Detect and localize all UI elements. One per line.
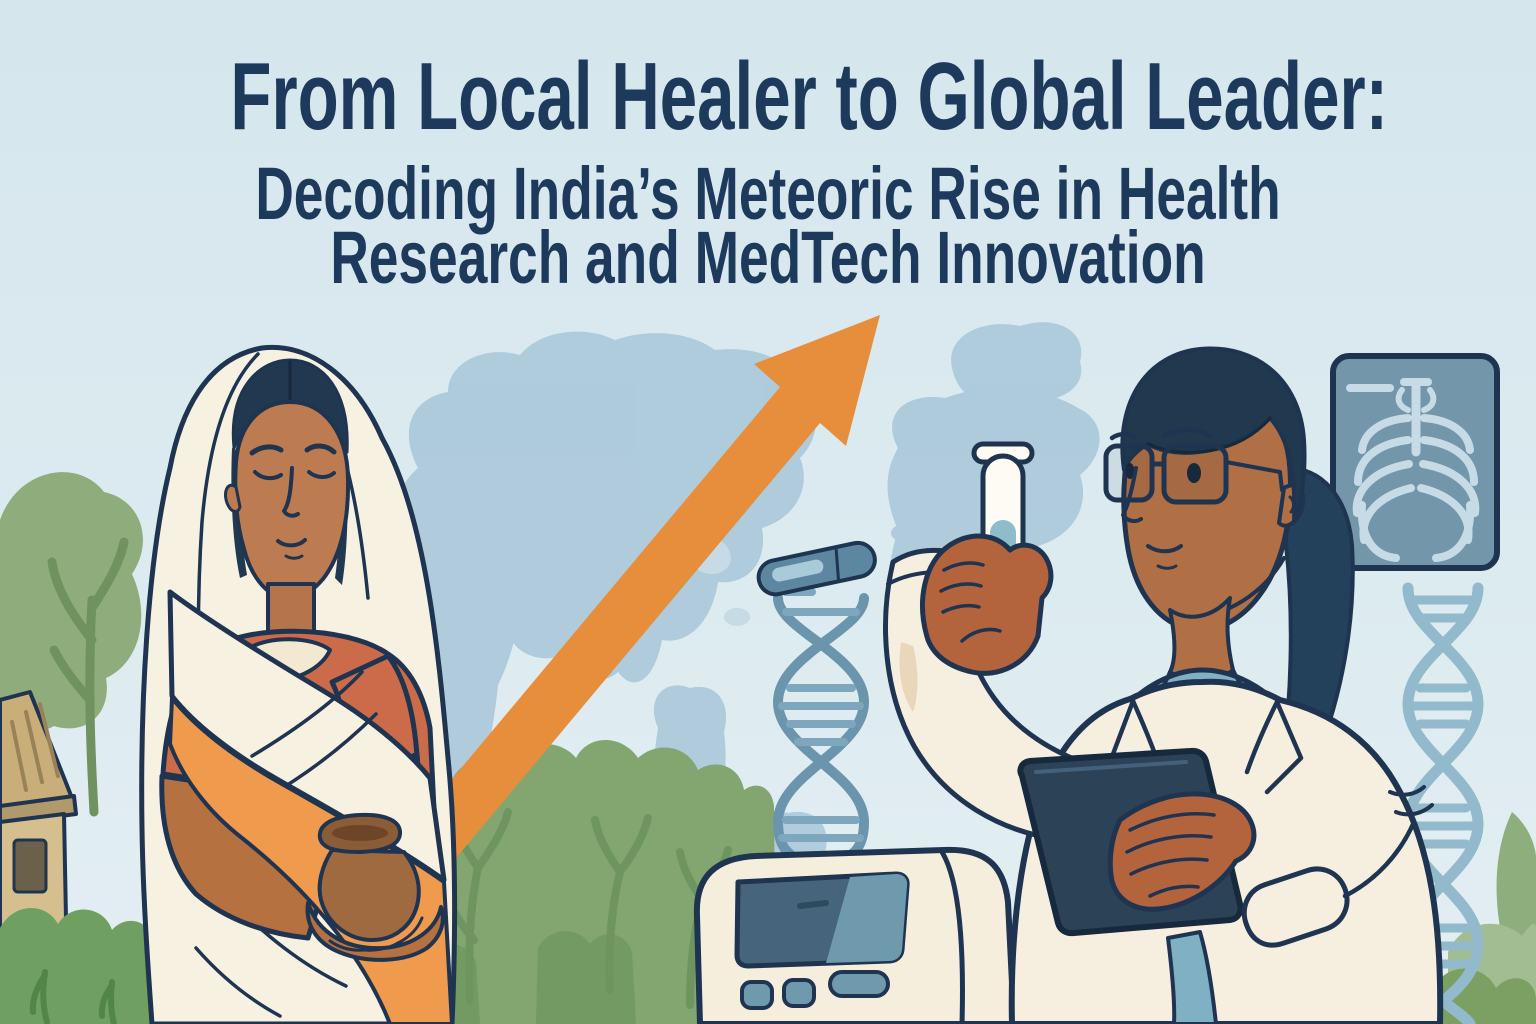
branch bbox=[87, 537, 129, 613]
device-button bbox=[740, 980, 774, 1010]
tree bbox=[0, 472, 143, 817]
closed-eye bbox=[307, 470, 336, 479]
hair-swoop-line bbox=[1146, 416, 1272, 454]
healer-figure bbox=[139, 344, 458, 1024]
xray-ribcage-icon bbox=[1346, 378, 1480, 562]
hut-window bbox=[12, 838, 48, 894]
eyebrow bbox=[1161, 427, 1213, 439]
chin-line bbox=[1156, 564, 1178, 570]
page-title: From Local Healer to Global Leader: Deco… bbox=[0, 43, 1536, 299]
healer-face bbox=[233, 400, 351, 601]
bush-left-corner bbox=[0, 907, 158, 1024]
xray-panel bbox=[1330, 353, 1500, 571]
shirt-strip-bottom bbox=[1166, 930, 1218, 1024]
device-screen-dash bbox=[797, 900, 829, 909]
tree-branches bbox=[47, 537, 129, 817]
device-side-line bbox=[939, 850, 965, 1024]
finger-lines bbox=[328, 916, 424, 952]
coat-cuff bbox=[1241, 866, 1350, 948]
dna-top-segment bbox=[756, 540, 877, 597]
device-screen-glare bbox=[826, 874, 908, 963]
map-island bbox=[891, 524, 919, 542]
eye bbox=[1125, 463, 1135, 479]
dna-segment-highlight bbox=[772, 559, 824, 582]
title-line-2: Decoding India’s Meteoric Rise in Health bbox=[255, 152, 1281, 235]
forearm-fold-line bbox=[1342, 819, 1417, 899]
dna-helix-center-icon bbox=[756, 540, 877, 859]
pot-mouth bbox=[332, 825, 388, 841]
scientist-fist bbox=[920, 533, 1054, 676]
scientist-face-features bbox=[1109, 427, 1213, 570]
finger-lines bbox=[1125, 812, 1216, 898]
title-line-3: Research and MedTech Innovation bbox=[330, 216, 1206, 299]
xray-film bbox=[1330, 353, 1500, 571]
mouth bbox=[1146, 544, 1183, 554]
closed-eye bbox=[253, 470, 283, 481]
grass-blades bbox=[29, 969, 117, 1024]
bush-center-shadow bbox=[536, 930, 636, 1024]
eye bbox=[1187, 463, 1201, 483]
hut-eave bbox=[0, 794, 78, 826]
healer-ear bbox=[224, 483, 242, 513]
device-buttons bbox=[740, 970, 890, 1010]
nose bbox=[282, 466, 300, 518]
eyebrow bbox=[249, 444, 284, 456]
branch bbox=[49, 645, 95, 705]
device-button bbox=[782, 978, 816, 1008]
dna-rungs bbox=[778, 588, 864, 842]
eyebrow bbox=[304, 443, 337, 455]
branch bbox=[85, 595, 99, 817]
device-button-pill bbox=[828, 970, 890, 998]
elbow-fold-lines bbox=[1388, 785, 1434, 817]
pot-body bbox=[317, 848, 421, 942]
tablet-edge-highlight bbox=[1034, 760, 1188, 774]
map-island-light-2 bbox=[724, 608, 750, 626]
branch bbox=[47, 557, 97, 645]
glasses-temple bbox=[1224, 460, 1284, 492]
knuckle-lines bbox=[939, 561, 1002, 643]
title-line-1: From Local Healer to Global Leader: bbox=[230, 43, 1388, 150]
hut-straw-lines bbox=[10, 702, 60, 792]
healer-face-features bbox=[249, 443, 337, 560]
map-greenland bbox=[951, 322, 1082, 405]
scientist-figure bbox=[883, 346, 1444, 1024]
nose bbox=[1121, 466, 1143, 524]
eyebrow bbox=[1109, 431, 1138, 441]
sleeve-shadow bbox=[899, 642, 918, 712]
clay-pot bbox=[317, 812, 421, 942]
mouth bbox=[276, 538, 307, 548]
bush-right-edge bbox=[1496, 812, 1536, 938]
medical-device bbox=[693, 846, 1017, 1024]
lower-lip bbox=[284, 554, 304, 560]
